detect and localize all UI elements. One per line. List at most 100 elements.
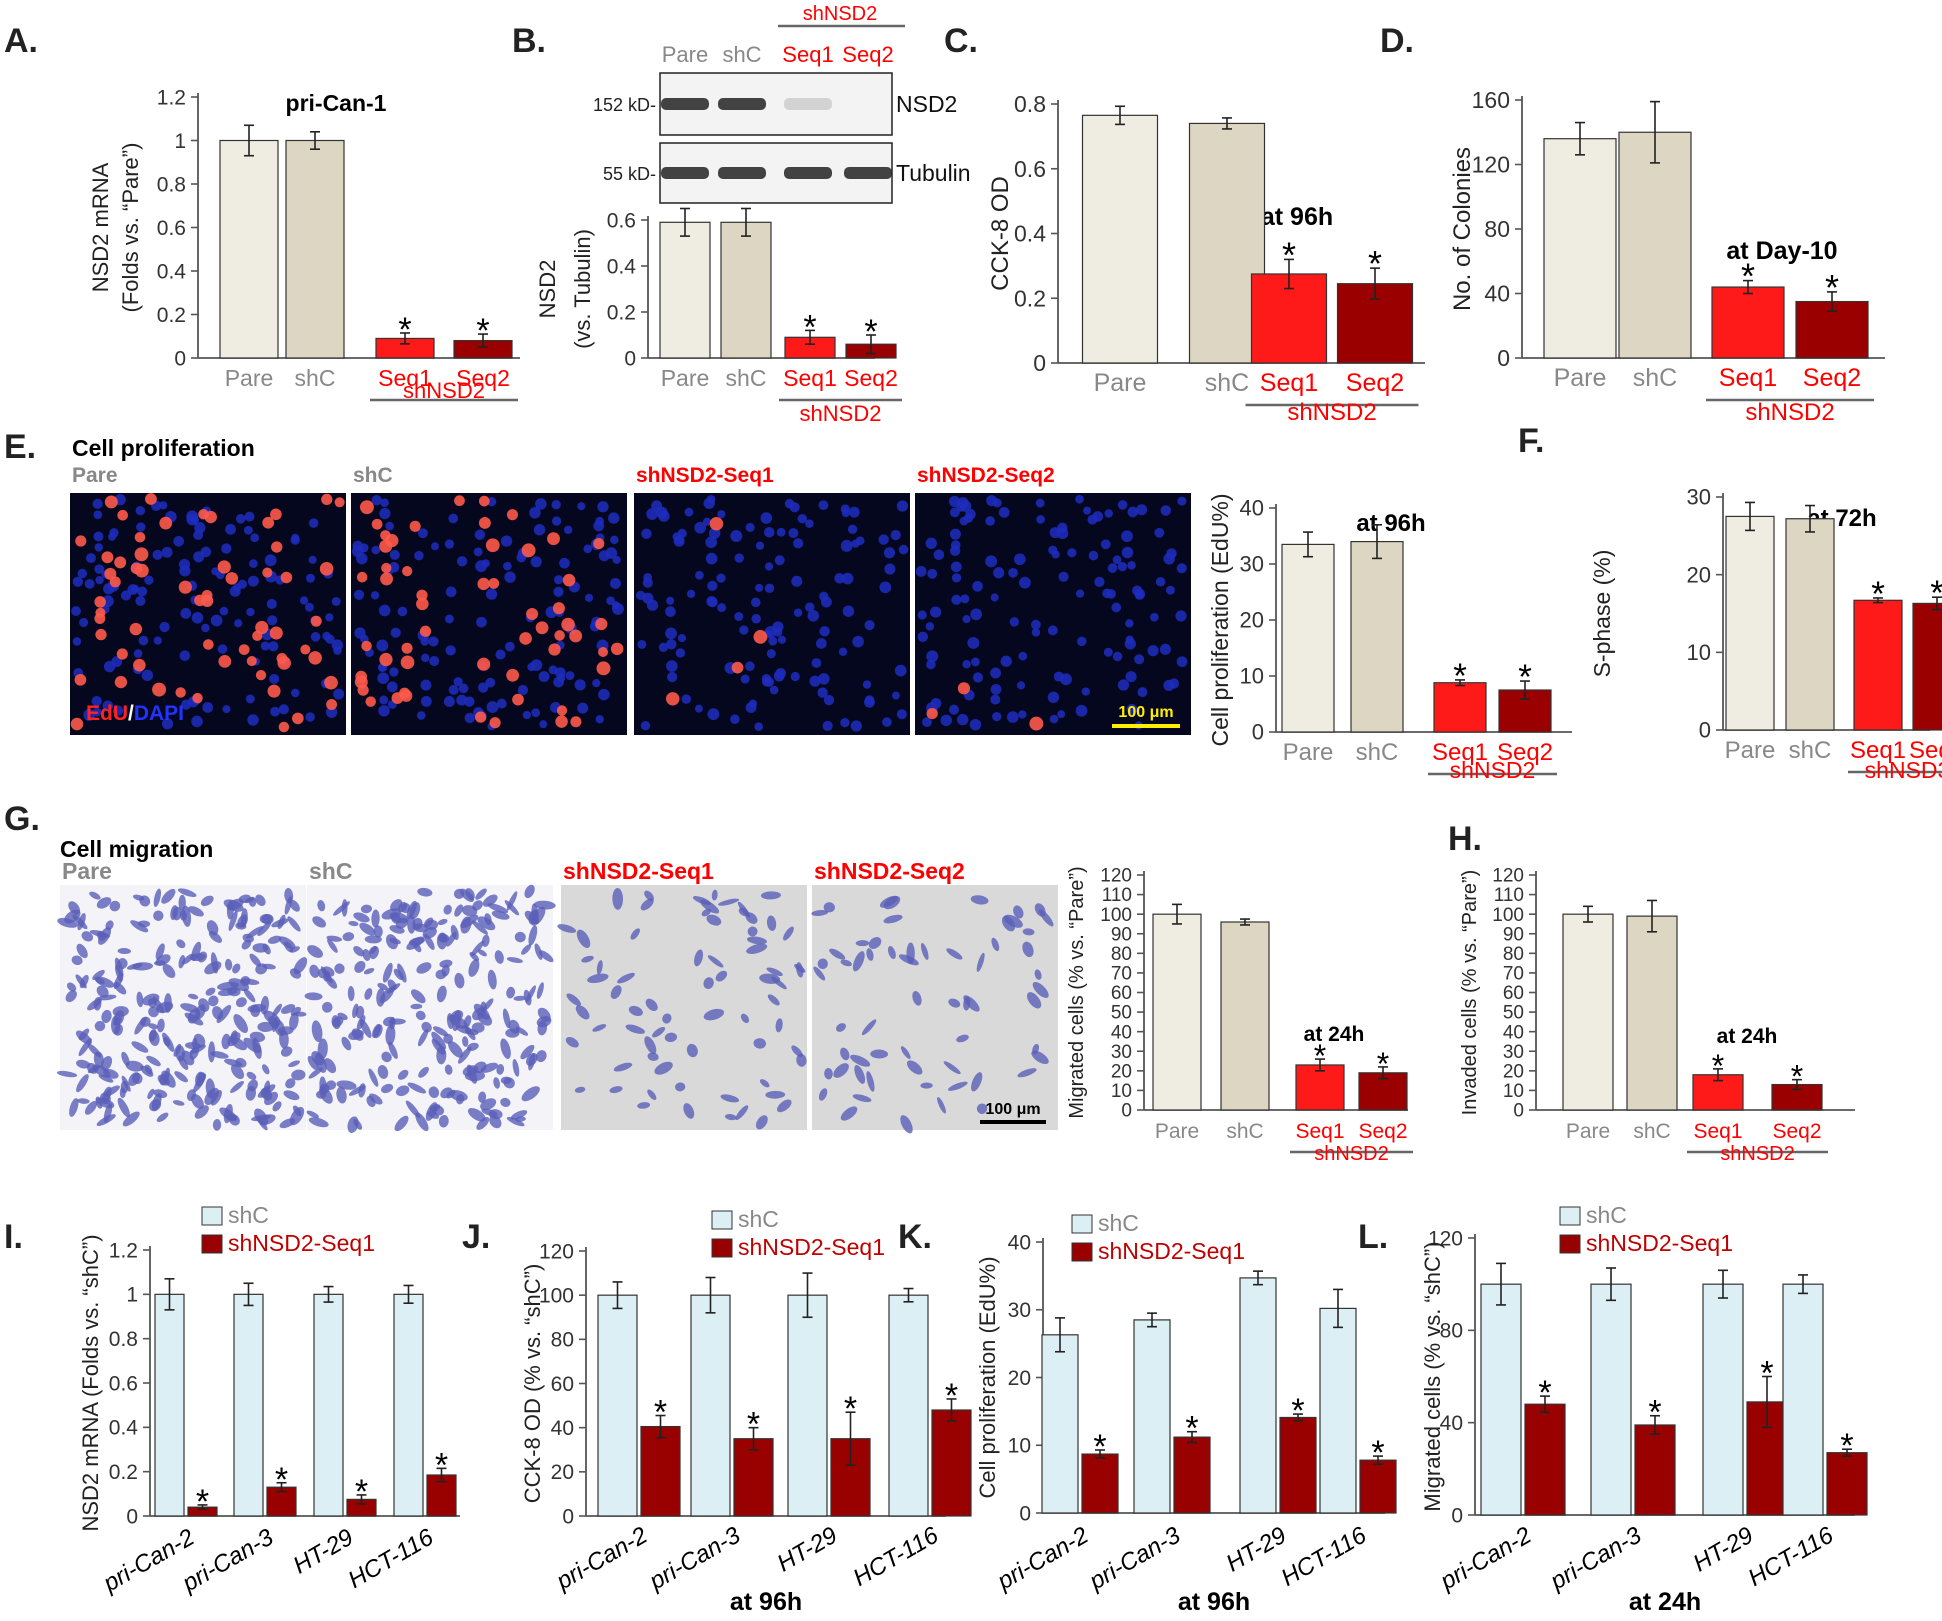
dapi-nucleus: [745, 661, 755, 672]
dapi-nucleus: [646, 508, 659, 520]
stained-cell: [557, 924, 577, 933]
chart-title: at 24h: [1304, 1023, 1365, 1046]
stained-cell: [746, 936, 767, 945]
dapi-nucleus: [1160, 505, 1172, 516]
dapi-nucleus: [333, 646, 342, 655]
y-tick-label: 0.8: [1014, 91, 1046, 117]
dapi-nucleus: [72, 576, 84, 587]
dapi-nucleus: [788, 528, 799, 539]
stained-cell: [528, 925, 538, 946]
bar: [1081, 114, 1159, 364]
dapi-nucleus: [1117, 679, 1130, 691]
dapi-nucleus: [834, 573, 845, 584]
dapi-nucleus: [598, 688, 610, 701]
dapi-nucleus: [840, 539, 853, 552]
edu-nucleus: [547, 532, 560, 546]
stained-cell: [435, 969, 447, 980]
dapi-nucleus: [898, 544, 909, 555]
edu-nucleus: [488, 577, 500, 589]
dapi-nucleus: [485, 588, 498, 600]
dapi-nucleus: [972, 672, 984, 683]
dapi-nucleus: [243, 525, 253, 535]
dapi-nucleus: [152, 549, 163, 560]
y-tick-label: 60: [1503, 983, 1524, 1004]
stained-cell: [466, 1042, 479, 1051]
edu-nucleus: [134, 531, 146, 543]
dapi-nucleus: [1165, 585, 1175, 595]
category-label: Pare: [661, 365, 710, 391]
legend-swatch: [1559, 1234, 1581, 1254]
dapi-nucleus: [577, 502, 586, 511]
stained-cell: [308, 1117, 329, 1128]
edu-nucleus: [203, 639, 214, 650]
bar: [1281, 543, 1335, 733]
edu-nucleus: [555, 715, 568, 728]
dapi-nucleus: [390, 627, 401, 638]
edu-nucleus: [489, 717, 501, 729]
dapi-nucleus: [990, 593, 999, 602]
dapi-nucleus: [705, 536, 718, 549]
dapi-nucleus: [637, 639, 647, 649]
y-axis-label: Cell proliferation (EdU%): [975, 1256, 1000, 1498]
chart-i: 0 0.2 0.4 0.6 0.8 1 1.2 NSD2 mRNA (Folds vs. “s…: [78, 1202, 460, 1598]
y-tick-label: 60: [1111, 983, 1132, 1004]
stained-cell: [410, 989, 426, 1004]
edu-nucleus: [1029, 716, 1044, 731]
edu-nucleus: [506, 668, 520, 682]
dapi-nucleus: [1049, 527, 1061, 539]
y-tick-label: 0.2: [157, 304, 186, 327]
stained-cell: [508, 1019, 520, 1034]
edu-nucleus: [145, 493, 157, 505]
dapi-nucleus: [266, 598, 277, 610]
y-tick-label: 1: [174, 130, 186, 153]
legend-label: shC: [1098, 1210, 1139, 1236]
micrograph-label: Pare: [62, 858, 112, 884]
dapi-nucleus: [740, 674, 750, 684]
legend-swatch: [1559, 1206, 1581, 1226]
panel-letter-l: L.: [1358, 1218, 1388, 1256]
charts: 0 0.2 0.4 0.6 0.8 1 1.2 NSD2 mRNA (Folds vs. “Pa…: [78, 86, 1942, 1616]
stained-cell: [69, 1098, 79, 1117]
edu-nucleus: [326, 699, 338, 710]
category-label: Pare: [1094, 369, 1147, 397]
stained-cell: [68, 901, 81, 915]
edu-nucleus: [109, 576, 121, 588]
stained-cell: [251, 1114, 272, 1122]
dapi-nucleus: [1147, 645, 1159, 657]
legend-swatch: [711, 1238, 733, 1258]
dapi-nucleus: [608, 512, 620, 524]
edu-nucleus: [356, 571, 368, 583]
stained-cell: [610, 985, 622, 1000]
dapi-nucleus: [553, 586, 564, 597]
y-axis-label: NSD2: [535, 260, 560, 319]
dapi-nucleus: [957, 497, 969, 509]
micrograph-label: shNSD2-Seq2: [814, 858, 965, 884]
edu-nucleus: [419, 625, 432, 637]
dapi-nucleus: [1168, 678, 1180, 689]
dapi-nucleus: [235, 514, 246, 524]
stained-cell: [458, 1046, 472, 1064]
stained-cell: [235, 1057, 247, 1068]
stained-cell: [172, 1100, 185, 1106]
stained-cell: [156, 1001, 174, 1014]
stained-cell: [311, 1020, 323, 1042]
wb-band: [844, 167, 892, 179]
y-tick-label: 30: [1008, 1299, 1031, 1322]
stained-cell: [397, 1069, 409, 1080]
dapi-nucleus: [819, 626, 830, 637]
stained-cell: [440, 1087, 453, 1099]
edu-nucleus: [267, 684, 281, 698]
bar: [1634, 1424, 1676, 1516]
stained-cell: [351, 1028, 364, 1041]
dapi-nucleus: [960, 594, 970, 604]
dapi-nucleus: [179, 650, 191, 661]
significance-star: *: [1840, 1427, 1853, 1465]
wb-lane-label: Seq1: [782, 42, 833, 67]
stained-cell: [371, 909, 380, 928]
significance-star: *: [398, 311, 411, 349]
dapi-nucleus: [1104, 509, 1113, 518]
stained-cell: [81, 931, 94, 942]
stained-cell: [306, 1110, 319, 1119]
dapi-nucleus: [1111, 602, 1122, 613]
dapi-nucleus: [793, 608, 803, 617]
